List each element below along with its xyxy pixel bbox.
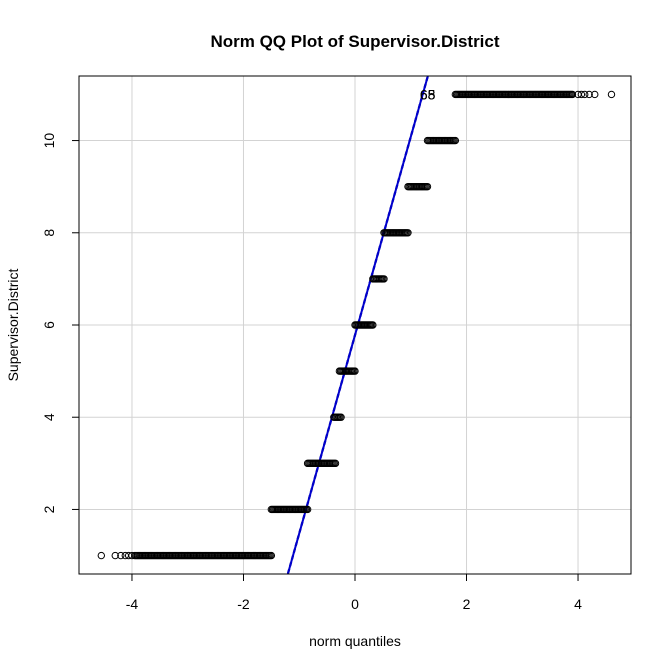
series-y-6 <box>351 321 377 329</box>
data-point <box>423 182 432 191</box>
series-y-3 <box>303 459 340 468</box>
data-point <box>568 90 577 99</box>
x-tick-label: 4 <box>574 596 582 612</box>
grid-lines <box>79 76 631 574</box>
y-axis: 2 4 6 8 10 <box>41 133 79 513</box>
y-tick-label: 6 <box>41 321 57 329</box>
data-point <box>351 367 359 375</box>
data-point <box>451 136 460 145</box>
y-tick-label: 2 <box>41 505 57 513</box>
x-tick-label: -2 <box>237 596 250 612</box>
y-tick-label: 10 <box>41 133 57 149</box>
point-label: 68 <box>420 86 436 102</box>
y-axis-label: Supervisor.District <box>5 268 21 381</box>
series-y-5 <box>335 367 359 375</box>
y-tick-label: 4 <box>41 413 57 421</box>
data-point <box>303 505 312 514</box>
data-point <box>117 551 125 560</box>
x-axis: -4 -2 0 2 4 <box>126 574 582 612</box>
data-point <box>369 321 377 329</box>
data-point <box>607 90 616 99</box>
series-y-11 <box>451 90 616 99</box>
data-point <box>111 551 119 560</box>
data-point <box>380 275 388 283</box>
data-point <box>97 551 106 560</box>
series-y-7 <box>369 275 388 283</box>
series-y-2 <box>267 505 312 514</box>
data-point <box>331 459 340 468</box>
series-y-8 <box>380 229 412 237</box>
data-point <box>337 413 345 421</box>
point-label: 65 <box>420 86 436 102</box>
data-points <box>97 90 616 560</box>
data-point <box>267 551 276 560</box>
series-y-1 <box>97 551 276 560</box>
x-tick-label: 2 <box>463 596 471 612</box>
data-point <box>591 90 599 99</box>
series-y-4 <box>330 413 345 421</box>
data-point <box>404 229 412 237</box>
x-tick-label: 0 <box>351 596 359 612</box>
data-point <box>585 90 593 99</box>
chart-title: Norm QQ Plot of Supervisor.District <box>210 32 499 51</box>
x-tick-label: -4 <box>126 596 139 612</box>
series-y-10 <box>423 136 460 145</box>
y-tick-label: 8 <box>41 229 57 237</box>
data-point <box>577 90 586 99</box>
x-axis-label: norm quantiles <box>309 633 401 649</box>
data-point <box>581 90 589 99</box>
series-y-9 <box>404 182 432 191</box>
